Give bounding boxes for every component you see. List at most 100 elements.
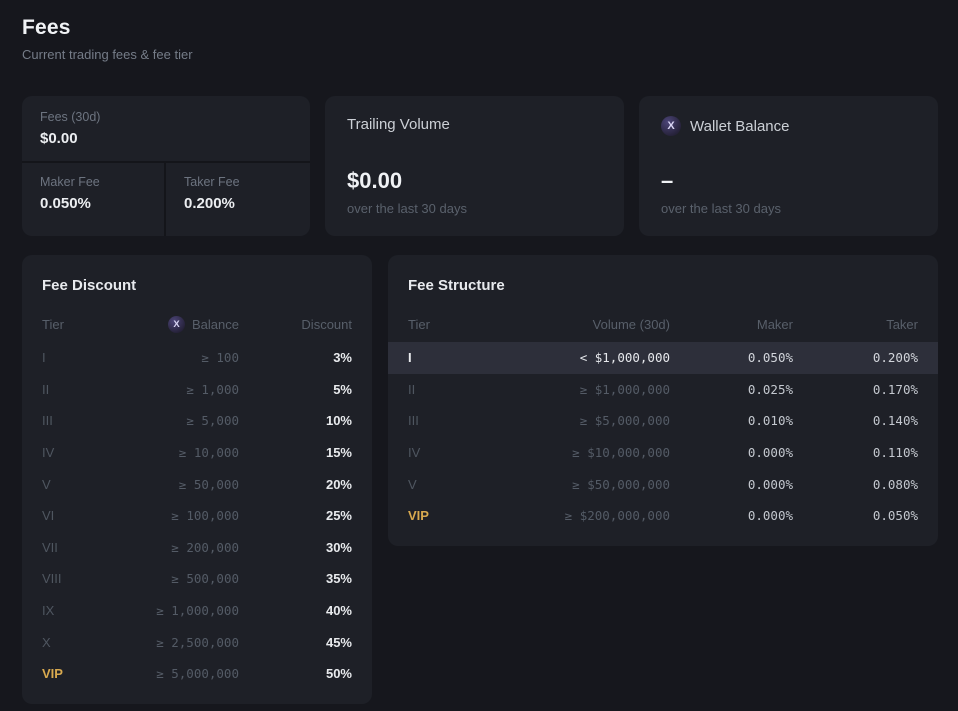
fees-30d-label: Fees (30d) [40,110,101,124]
maker-cell: 0.000% [747,445,793,461]
fee-discount-title: Fee Discount [42,277,137,294]
taker-fee-label: Taker Fee [184,175,240,189]
maker-fee-label: Maker Fee [40,175,100,189]
trailing-volume-label: Trailing Volume [347,116,450,133]
taker-cell: 0.050% [872,508,918,524]
discount-cell: 40% [325,603,352,619]
volume-cell: ≥ $5,000,000 [579,413,670,429]
fee-structure-card: Fee Structure Tier Volume (30d) Maker Ta… [388,255,938,546]
fee-discount-row: I ≥ 100 3% [40,342,354,374]
discount-cell: 10% [325,413,352,429]
tier-cell: VI [42,508,55,524]
tier-cell: VIP [42,666,63,682]
discount-cell: 35% [325,571,352,587]
fee-structure-header-maker: Maker [756,316,793,332]
wallet-balance-value: – [661,168,674,193]
fee-structure-row: II ≥ $1,000,000 0.025% 0.170% [406,374,920,406]
fee-discount-row: VI ≥ 100,000 25% [40,500,354,532]
maker-cell: 0.025% [747,381,793,397]
x-token-icon: X [661,116,681,136]
trailing-volume-card: Trailing Volume $0.00 over the last 30 d… [325,96,624,236]
balance-cell: ≥ 1,000 [186,381,239,397]
volume-cell: ≥ $10,000,000 [572,445,670,461]
tier-cell: VII [42,539,58,555]
tier-cell: II [408,381,416,397]
tier-cell: VIII [42,571,62,587]
fee-discount-row: V ≥ 50,000 20% [40,468,354,500]
tier-cell: IV [408,445,421,461]
summary-cards-row: Fees (30d) $0.00 Maker Fee 0.050% Taker … [22,96,938,236]
maker-cell: 0.050% [747,350,793,366]
balance-cell: ≥ 200,000 [171,539,239,555]
balance-cell: ≥ 10,000 [178,445,239,461]
wallet-balance-header: X Wallet Balance [661,116,916,136]
fee-structure-row: IV ≥ $10,000,000 0.000% 0.110% [406,437,920,469]
discount-cell: 20% [325,476,352,492]
tier-cell: IV [42,445,55,461]
maker-taker-section: Maker Fee 0.050% Taker Fee 0.200% [22,163,310,236]
tier-cell: II [42,381,50,397]
tier-cell: IX [42,603,55,619]
taker-fee-value: 0.200% [184,195,235,212]
tier-cell: V [408,476,417,492]
fee-structure-row: III ≥ $5,000,000 0.010% 0.140% [406,405,920,437]
fee-discount-header-balance: X Balance [94,315,239,333]
taker-cell: 0.140% [872,413,918,429]
balance-cell: ≥ 5,000 [186,413,239,429]
balance-cell: ≥ 2,500,000 [156,634,239,650]
maker-fee-cell: Maker Fee 0.050% [22,163,166,236]
fee-discount-header-tier: Tier [42,316,64,332]
fee-structure-header-taker: Taker [886,316,918,332]
wallet-balance-caption: over the last 30 days [661,201,781,216]
page-title: Fees [22,16,71,39]
fee-structure-header-tier: Tier [408,316,430,332]
volume-cell: ≥ $1,000,000 [579,381,670,397]
fee-discount-row: IX ≥ 1,000,000 40% [40,595,354,627]
discount-cell: 45% [325,634,352,650]
fees-30d-section: Fees (30d) $0.00 [22,96,310,163]
tier-cell: III [42,413,53,429]
x-token-icon: X [168,315,186,333]
balance-cell: ≥ 500,000 [171,571,239,587]
discount-cell: 3% [333,350,352,366]
discount-cell: 25% [325,508,352,524]
balance-cell: ≥ 50,000 [178,476,239,492]
wallet-balance-label: Wallet Balance [690,117,790,135]
fee-discount-header-row: Tier X Balance Discount [40,310,354,338]
fee-structure-header-row: Tier Volume (30d) Maker Taker [406,310,920,338]
trailing-volume-caption: over the last 30 days [347,201,467,216]
taker-cell: 0.170% [872,381,918,397]
discount-cell: 50% [325,666,352,682]
volume-cell: < $1,000,000 [579,350,670,366]
page-subtitle: Current trading fees & fee tier [22,47,193,62]
fees-30d-card: Fees (30d) $0.00 Maker Fee 0.050% Taker … [22,96,310,236]
tier-cell: I [42,350,46,366]
fee-discount-row: IV ≥ 10,000 15% [40,437,354,469]
fee-structure-title: Fee Structure [408,277,505,294]
taker-cell: 0.080% [872,476,918,492]
tier-cell: I [408,350,412,366]
maker-cell: 0.000% [747,476,793,492]
maker-cell: 0.010% [747,413,793,429]
fee-discount-row: III ≥ 5,000 10% [40,405,354,437]
trailing-volume-body: $0.00 over the last 30 days [347,168,602,216]
fee-structure-row: VIP ≥ $200,000,000 0.000% 0.050% [406,500,920,532]
wallet-balance-body: – over the last 30 days [661,168,916,216]
discount-cell: 30% [325,539,352,555]
tier-cell: X [42,634,51,650]
fee-discount-row: VII ≥ 200,000 30% [40,532,354,564]
fees-30d-value: $0.00 [40,130,78,147]
tier-cell: V [42,476,51,492]
maker-cell: 0.000% [747,508,793,524]
balance-cell: ≥ 100 [201,350,239,366]
trailing-volume-value: $0.00 [347,168,403,193]
fee-discount-row: X ≥ 2,500,000 45% [40,626,354,658]
volume-cell: ≥ $200,000,000 [564,508,670,524]
taker-fee-cell: Taker Fee 0.200% [166,163,310,236]
fee-structure-row-current: I < $1,000,000 0.050% 0.200% [388,342,938,374]
taker-cell: 0.200% [872,350,918,366]
fee-structure-row: V ≥ $50,000,000 0.000% 0.080% [406,468,920,500]
balance-cell: ≥ 100,000 [171,508,239,524]
fee-structure-header-volume: Volume (30d) [592,316,670,332]
